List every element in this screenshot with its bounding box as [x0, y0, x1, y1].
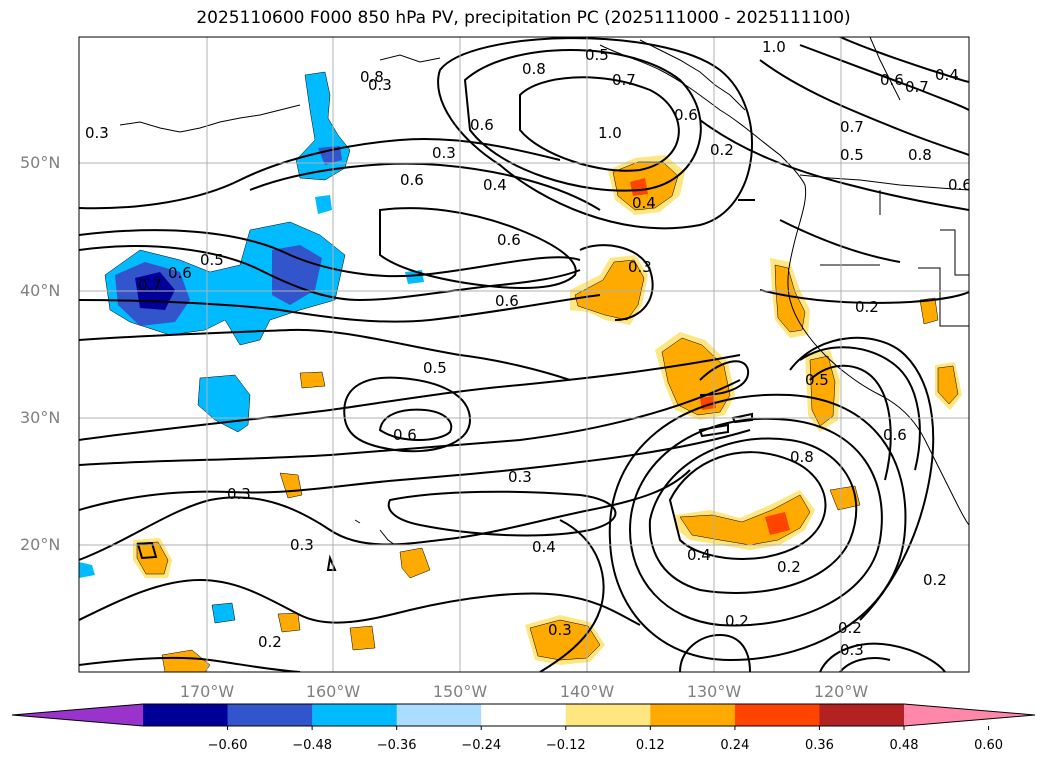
contour-label: 0.4 [483, 176, 507, 194]
colorbar-box [481, 704, 567, 726]
colorbar-box [819, 704, 905, 726]
positive-precip-shading [133, 155, 962, 672]
contour-label: 1.0 [598, 124, 622, 142]
contour-label: 0.7 [138, 276, 162, 294]
colorbar-box [227, 704, 313, 726]
contour-label: 0.6 [948, 176, 972, 194]
contour-label: 0.2 [838, 619, 862, 637]
contour-label: 0.3 [85, 124, 109, 142]
colorbar-box [650, 704, 736, 726]
colorbar-box [396, 704, 482, 726]
colorbar-tick-label: −0.24 [461, 738, 501, 753]
coastlines [119, 37, 969, 546]
contour-label: 0.4 [935, 66, 959, 84]
lon-label: 160°W [306, 682, 361, 701]
colorbar: −0.60 −0.48 −0.36 −0.24 −0.12 0.12 0.24 0.36 0.4… [11, 703, 1036, 753]
plot-area [79, 37, 969, 672]
colorbar-box [143, 704, 229, 726]
contour-label: 0.6 [883, 426, 907, 444]
contour-label: 0.2 [710, 141, 734, 159]
contour-label: 0.3 [368, 76, 392, 94]
colorbar-box [312, 704, 398, 726]
lon-label: 120°W [814, 682, 869, 701]
colorbar-tick-label: 0.24 [720, 738, 749, 753]
contour-label: 0.5 [200, 251, 224, 269]
colorbar-tick-label: −0.48 [292, 738, 332, 753]
contour-label: 0.5 [805, 371, 829, 389]
contour-label: 0.6 [495, 292, 519, 310]
contour-label: 0.3 [432, 144, 456, 162]
contour-label: 0.5 [840, 146, 864, 164]
contour-label: 0.7 [840, 118, 864, 136]
colorbar-tick-label: 0.36 [805, 738, 834, 753]
contour-label: 0.8 [908, 146, 932, 164]
contour-label: 0.4 [632, 194, 656, 212]
lat-label: 30°N [20, 408, 60, 427]
contour-label: 0.3 [548, 621, 572, 639]
contour-labels: 0.5 1.0 0.8 0.7 0.6 0.3 0.4 0.8 0.6 0.3 … [85, 38, 972, 659]
contour-label: 0.6 [168, 264, 192, 282]
colorbar-outline [11, 703, 1036, 727]
colorbar-tick-label: −0.12 [546, 738, 586, 753]
lon-label: 140°W [560, 682, 615, 701]
latitude-labels: 50°N 40°N 30°N 20°N [20, 153, 60, 554]
contour-label: 0.5 [585, 46, 609, 64]
contour-label: 1.0 [762, 38, 786, 56]
contour-label: 0.3 [290, 536, 314, 554]
contour-label: 0.2 [777, 558, 801, 576]
colorbar-extend-low [12, 704, 143, 726]
contour-label: 0.6 [497, 231, 521, 249]
lat-label: 50°N [20, 153, 60, 172]
map-title: 2025110600 F000 850 hPa PV, precipitatio… [196, 8, 851, 28]
contour-label: 0.8 [790, 448, 814, 466]
contour-label: 0.7 [905, 78, 929, 96]
colorbar-tick-label: 0.48 [890, 738, 919, 753]
contour-label: 0.4 [687, 546, 711, 564]
colorbar-extend-high [904, 704, 1035, 726]
lat-label: 20°N [20, 535, 60, 554]
pv-contours [79, 37, 969, 672]
colorbar-tick-label: 0.12 [636, 738, 665, 753]
contour-label: 0.6 [880, 71, 904, 89]
contour-label: 0.2 [725, 612, 749, 630]
contour-label: 0.8 [522, 60, 546, 78]
colorbar-tick-label: 0.60 [974, 738, 1003, 753]
contour-label: 0.2 [855, 298, 879, 316]
contour-label: 0.2 [923, 571, 947, 589]
contour-label: 0.2 [258, 633, 282, 651]
contour-label: 0.6 [393, 426, 417, 444]
contour-label: 0.3 [840, 641, 864, 659]
plot-frame [78, 36, 970, 673]
longitude-labels: 170°W 160°W 150°W 140°W 130°W 120°W [180, 682, 869, 701]
contour-label: 0.4 [532, 538, 556, 556]
grid-lines [79, 37, 969, 672]
contour-label: 0.6 [400, 171, 424, 189]
lat-label: 40°N [20, 281, 60, 300]
lon-label: 170°W [180, 682, 235, 701]
contour-label: 0.3 [628, 258, 652, 276]
lon-label: 130°W [687, 682, 742, 701]
colorbar-tick-label: −0.60 [208, 738, 248, 753]
lon-label: 150°W [433, 682, 488, 701]
contour-label: 0.5 [423, 359, 447, 377]
contour-label: 0.8 [360, 68, 384, 86]
contour-label: 0.7 [612, 71, 636, 89]
contour-label: 0.6 [470, 116, 494, 134]
contour-label: 0.6 [674, 106, 698, 124]
contour-label: 0.3 [227, 485, 251, 503]
colorbar-box [565, 704, 651, 726]
contour-label: 0.3 [508, 468, 532, 486]
colorbar-tick-label: −0.36 [377, 738, 417, 753]
colorbar-box [734, 704, 820, 726]
